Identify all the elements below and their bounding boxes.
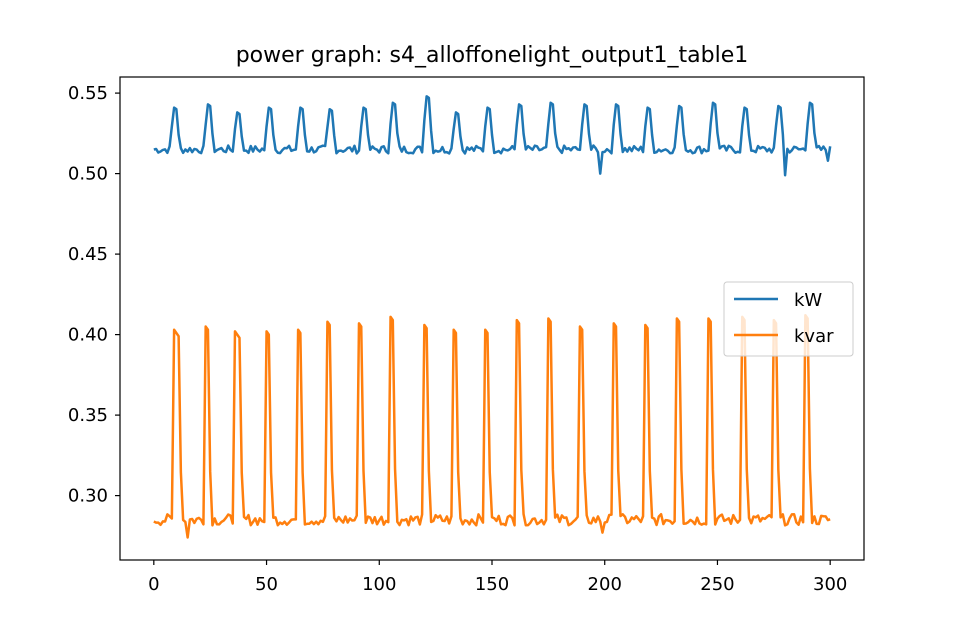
x-tick-label: 250: [700, 574, 734, 595]
x-tick-label: 300: [813, 574, 847, 595]
y-tick-label: 0.50: [68, 164, 108, 185]
y-tick-label: 0.35: [68, 405, 108, 426]
x-tick-label: 200: [588, 574, 622, 595]
x-tick-label: 100: [362, 574, 396, 595]
x-tick-label: 50: [255, 574, 278, 595]
x-tick-label: 150: [475, 574, 509, 595]
x-tick-label: 0: [148, 574, 159, 595]
y-tick-label: 0.45: [68, 244, 108, 265]
legend: kW kvar: [723, 281, 854, 357]
y-tick-label: 0.40: [68, 325, 108, 346]
legend-label-kvar: kvar: [794, 326, 834, 347]
series-line-kvar: [153, 314, 831, 539]
legend-box: [723, 281, 854, 357]
legend-label-kw: kW: [794, 290, 822, 311]
chart-title: power graph: s4_alloffonelight_output1_t…: [236, 43, 749, 68]
y-axis: 0.30 0.35 0.40 0.45 0.50 0.55: [68, 83, 120, 507]
series-line-kw: [153, 95, 832, 177]
y-tick-label: 0.55: [68, 83, 108, 104]
x-axis: 0 50 100 150 200 250 300: [148, 560, 847, 595]
y-tick-label: 0.30: [68, 486, 108, 507]
